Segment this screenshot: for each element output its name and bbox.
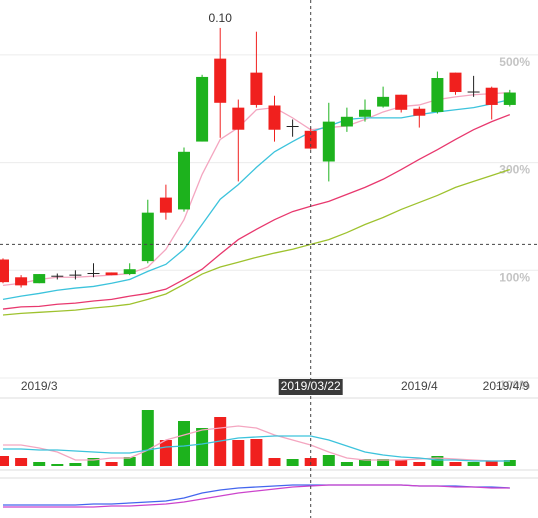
- candle-body: [232, 107, 245, 130]
- volume-bar: [340, 462, 353, 466]
- volume-bar: [449, 462, 462, 466]
- volume-bar: [141, 410, 154, 466]
- candle-body: [141, 212, 154, 262]
- volume-bar: [322, 455, 335, 466]
- volume-bar: [178, 421, 190, 466]
- indicator-line: [3, 484, 510, 506]
- volume-ma-line: [3, 435, 510, 462]
- candle-body: [214, 58, 227, 103]
- volume-bar: [250, 439, 263, 466]
- candle-body: [340, 116, 353, 127]
- candle-body: [268, 105, 281, 130]
- crosshair-label-bg: [278, 379, 343, 395]
- candle-body: [503, 92, 516, 105]
- volume-bar: [485, 461, 498, 466]
- x-tick-label: 2019/4/9: [483, 379, 530, 393]
- volume-bar: [413, 462, 426, 466]
- volume-bar: [431, 456, 444, 466]
- candle-body: [413, 108, 426, 116]
- y-tick-label: 300%: [499, 163, 530, 177]
- volume-bar: [69, 463, 82, 466]
- volume-bar: [395, 460, 408, 466]
- x-tick-label: 2019/3: [21, 379, 58, 393]
- candle-body: [178, 151, 190, 210]
- candle-body: [359, 109, 371, 117]
- candle-body: [123, 269, 136, 275]
- candle-body: [0, 259, 9, 283]
- volume-bar: [359, 459, 371, 466]
- volume-bar: [503, 460, 516, 466]
- volume-bar: [232, 440, 245, 466]
- indicator-line: [3, 484, 510, 508]
- y-tick-label: 100%: [499, 270, 530, 284]
- candle-body: [33, 274, 46, 284]
- volume-bar: [33, 462, 46, 466]
- volume-bar: [159, 440, 172, 466]
- candle-body: [485, 87, 498, 105]
- x-tick-label: 2019/4: [401, 379, 438, 393]
- candle-body: [322, 121, 335, 162]
- ma-line: [2, 91, 510, 287]
- candle-body: [250, 72, 263, 105]
- volume-bar: [105, 462, 118, 466]
- volume-bar: [51, 464, 64, 466]
- x-tick-label: 2019/03/22: [281, 379, 341, 393]
- volume-bar: [123, 457, 136, 466]
- ma-line: [2, 114, 511, 310]
- candle-body: [395, 94, 408, 110]
- volume-bar: [15, 458, 28, 466]
- volume-bar: [196, 428, 209, 466]
- y-tick-label: 500%: [499, 55, 530, 69]
- candle-body: [105, 272, 118, 276]
- ma-line: [2, 168, 511, 316]
- volume-bar: [87, 458, 100, 466]
- volume-bar: [467, 462, 480, 466]
- volume-bar: [286, 459, 299, 466]
- annotation: 0.10: [209, 11, 233, 25]
- candle-body: [377, 96, 390, 107]
- candle-body: [431, 78, 444, 112]
- candle-body: [196, 76, 209, 142]
- y-tick-label: -100%: [495, 378, 530, 392]
- ma-line: [2, 98, 510, 301]
- volume-bar: [0, 456, 9, 466]
- candle-body: [15, 277, 28, 286]
- candle-body: [449, 72, 462, 93]
- volume-bar: [377, 459, 390, 466]
- candle-body: [159, 197, 172, 213]
- volume-bar: [268, 458, 281, 466]
